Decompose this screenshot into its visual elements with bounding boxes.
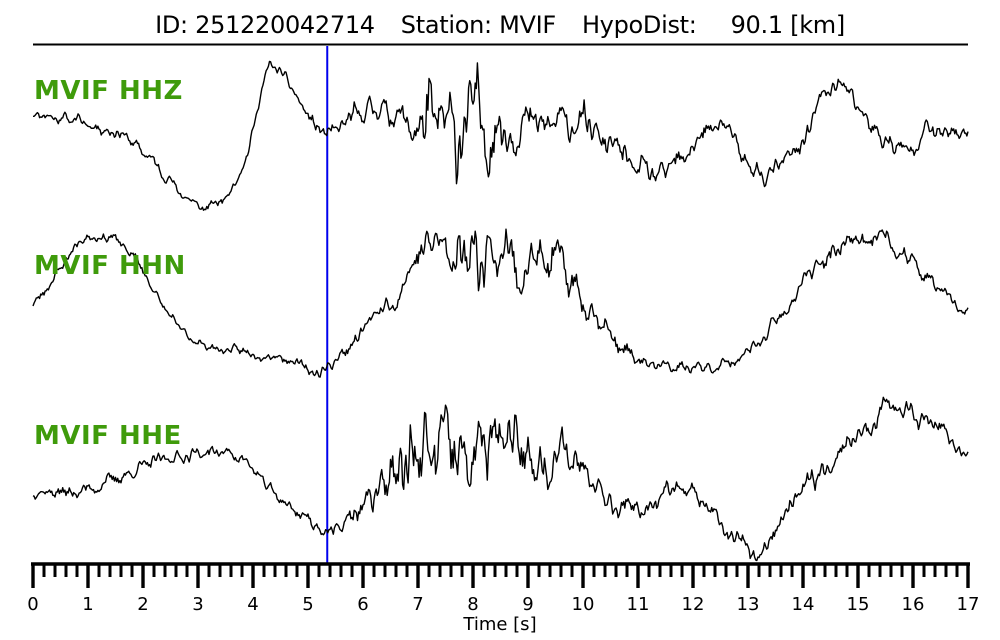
x-axis-label: Time [s]: [463, 614, 537, 635]
tick-label: 8: [467, 594, 478, 615]
tick-label: 10: [572, 594, 595, 615]
tick-label: 3: [192, 594, 203, 615]
waveform-hhn: [32, 228, 969, 378]
plot-title: ID: 251220042714 Station: MVIF HypoDist: 90…: [0, 11, 1000, 39]
hypodist-value: 90.1 [km]: [730, 11, 846, 39]
waveform-hhz: [33, 60, 969, 211]
tick-label: 11: [627, 594, 650, 615]
tick-label: 16: [902, 594, 925, 615]
tick-label: 7: [412, 594, 423, 615]
tick-label: 13: [737, 594, 760, 615]
tick-label: 15: [847, 594, 870, 615]
trace-label-hhn: MVIF HHN: [34, 251, 186, 281]
waveform-hhe: [32, 396, 969, 562]
tick-label: 1: [82, 594, 93, 615]
trace-label-hhz: MVIF HHZ: [34, 76, 183, 106]
tick-label: 5: [302, 594, 313, 615]
tick-label: 12: [682, 594, 705, 615]
tick-label: 17: [957, 594, 980, 615]
trace-label-hhe: MVIF HHE: [34, 421, 182, 451]
tick-label: 0: [27, 594, 38, 615]
event-id-text: ID: 251220042714: [155, 11, 375, 39]
tick-label: 6: [357, 594, 368, 615]
hypodist-label: HypoDist:: [581, 11, 697, 39]
tick-label: 2: [137, 594, 148, 615]
tick-label: 14: [792, 594, 815, 615]
station-text: Station: MVIF: [400, 11, 556, 39]
tick-label: 9: [522, 594, 533, 615]
tick-label: 4: [247, 594, 258, 615]
